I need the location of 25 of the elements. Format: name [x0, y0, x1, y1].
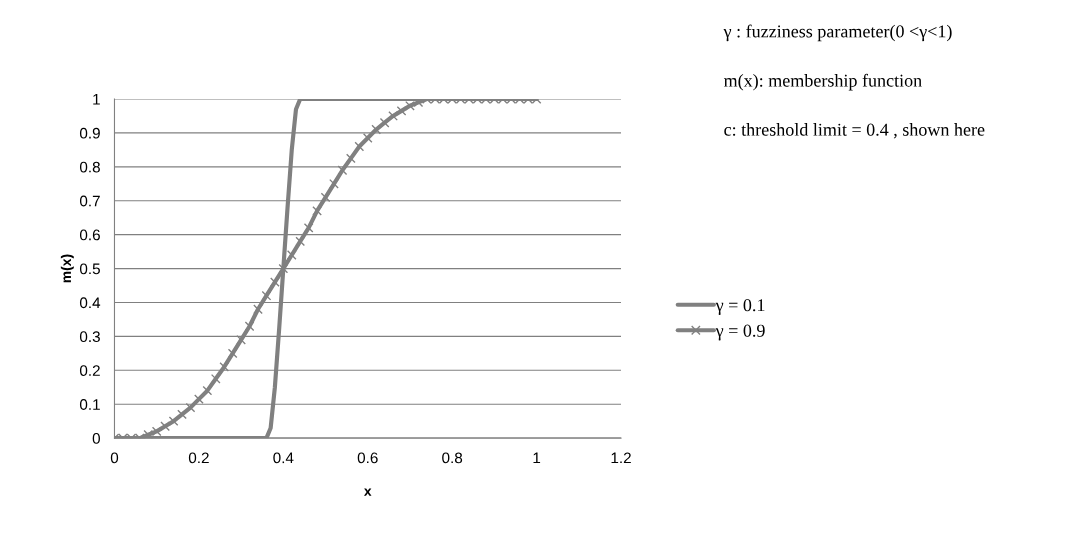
y-tick-label: 0.2 [79, 365, 100, 377]
y-tick-label: 0.1 [79, 399, 100, 410]
y-tick-label: 0.6 [79, 229, 100, 241]
y-tick-label: 0.5 [79, 263, 100, 275]
text: c: threshold limit = 0.4 , shown here [724, 123, 985, 139]
y-axis-title: m(x) [60, 254, 74, 283]
x-tick-label: 0.4 [273, 452, 294, 464]
y-tick-label: 0.4 [79, 297, 101, 309]
legend-label: γ = 0.1 [715, 299, 765, 315]
legend-label: γ = 0.9 [715, 324, 765, 341]
y-tick-label: 0.8 [79, 161, 100, 173]
x-axis-title: x [363, 488, 372, 496]
text: γ : fuzziness parameter(0 <γ<1) [723, 24, 952, 42]
y-tick-label: 0.3 [79, 331, 100, 343]
x-tick-label: 0.2 [188, 452, 209, 464]
x-tick-label: 1.2 [611, 452, 631, 464]
y-tick-label: 0 [92, 433, 100, 444]
y-tick-label: 0.9 [79, 127, 100, 139]
y-tick-label: 1 [93, 94, 100, 105]
x-tick-label: 0.8 [442, 452, 463, 464]
text: m(x): membership function [723, 73, 922, 91]
x-tick-label: 1 [533, 452, 541, 464]
x-tick-label: 0.6 [357, 452, 378, 464]
y-tick-label: 0.7 [79, 195, 100, 207]
x-tick-label: 0 [110, 452, 119, 464]
